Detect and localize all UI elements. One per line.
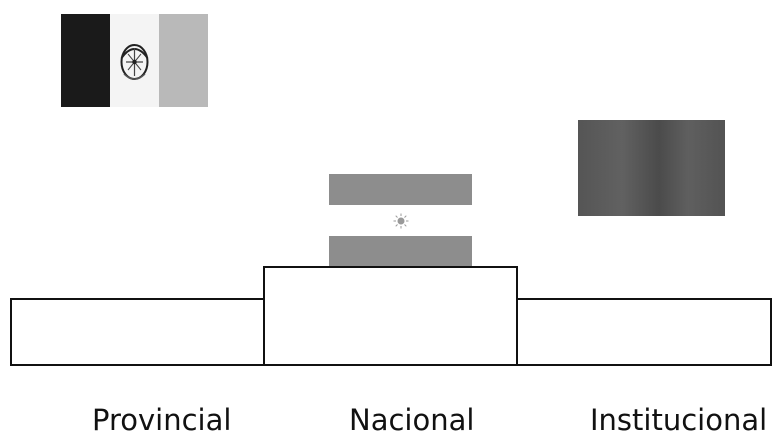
podium-institucional [516, 298, 772, 366]
provincial-flag-icon [61, 14, 208, 107]
national-flag-icon [329, 174, 472, 267]
label-nacional: Nacional [349, 403, 475, 437]
institutional-flag-icon [578, 120, 725, 216]
provincial-flag-gray-band [159, 14, 208, 107]
provincial-emblem-icon [120, 44, 149, 80]
national-flag-bottom-stripe [329, 236, 472, 267]
label-provincial: Provincial [92, 403, 232, 437]
label-institucional: Institucional [590, 403, 768, 437]
sun-icon [393, 213, 408, 228]
podium-nacional [263, 266, 518, 366]
national-flag-top-stripe [329, 174, 472, 205]
provincial-flag-dark-band [61, 14, 110, 107]
podium-provincial [10, 298, 265, 366]
national-flag-middle-stripe [329, 205, 472, 236]
provincial-flag-white-band [110, 14, 159, 107]
